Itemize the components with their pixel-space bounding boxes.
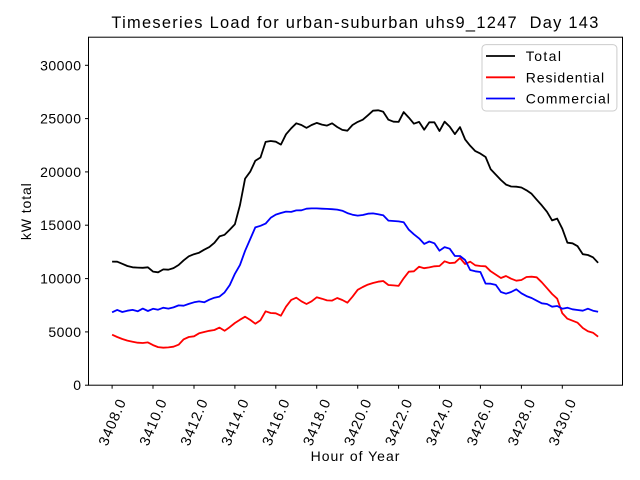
svg-text:15000: 15000 (40, 217, 81, 233)
svg-text:Timeseries Load for urban-subu: Timeseries Load for urban-suburban uhs9_… (111, 14, 599, 32)
svg-text:25000: 25000 (40, 111, 81, 127)
svg-text:Commercial: Commercial (526, 91, 611, 107)
svg-text:10000: 10000 (40, 271, 81, 287)
svg-text:5000: 5000 (48, 324, 81, 340)
svg-text:0: 0 (73, 377, 81, 393)
svg-text:30000: 30000 (40, 57, 81, 73)
svg-text:Total: Total (526, 48, 563, 64)
svg-text:Residential: Residential (526, 69, 605, 85)
svg-text:Hour of Year: Hour of Year (311, 448, 401, 464)
svg-text:20000: 20000 (40, 164, 81, 180)
svg-text:kW total: kW total (18, 182, 34, 240)
